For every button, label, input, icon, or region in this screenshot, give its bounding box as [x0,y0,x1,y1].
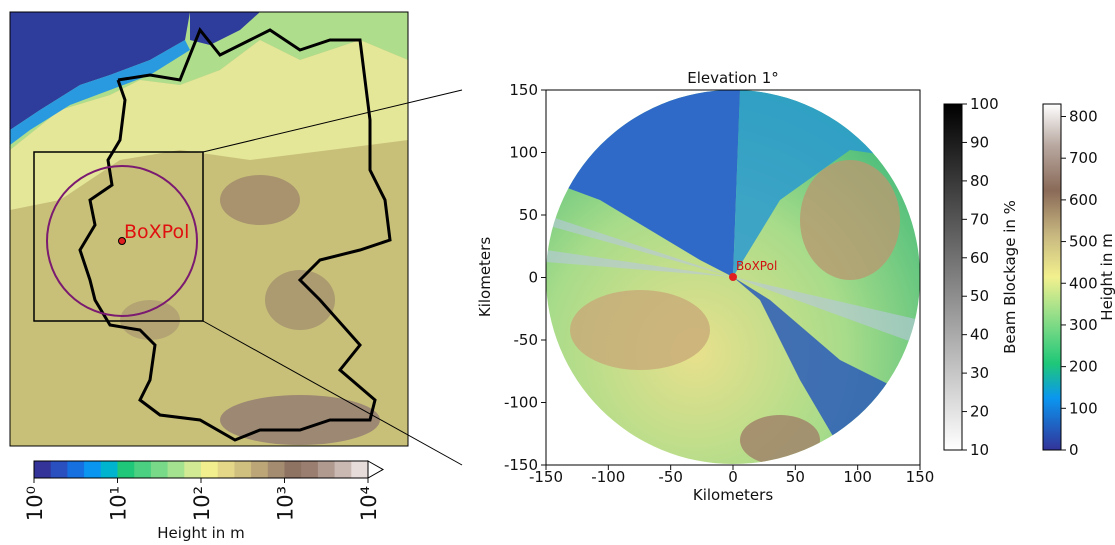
y-axis-label: Kilometers [476,237,494,317]
colorbar-segment [84,461,101,478]
x-tick-label: 50 [786,468,805,486]
x-tick-label: 100 [843,468,872,486]
site-marker [729,273,737,281]
figure: BoXPol 10⁰ 10¹ 10² 10³ 10⁴ Height in m BoXPo… [0,0,1115,541]
hills [120,300,180,340]
tick-label: 300 [1069,316,1098,334]
tick-label: 0 [1069,441,1079,459]
y-tick-label: -50 [514,331,539,349]
y-tick-label: 0 [528,269,538,287]
y-tick-label: -100 [504,394,538,412]
site-label: BoXPol [124,221,189,243]
colorbar-label: Height in m [157,524,244,541]
tick-label: 500 [1069,233,1098,251]
tick-label: 10⁴ [357,486,381,521]
height-colorbar [1043,104,1061,450]
colorbar-segment [218,461,235,478]
tick-label: 700 [1069,149,1098,167]
tick-label: 20 [970,403,989,421]
y-tick-label: 150 [509,81,538,99]
tick-label: 40 [970,326,989,344]
radar-plot: BoXPol Elevation 1° Kilometers Kilometer… [476,69,920,504]
colorbar-segment [234,461,251,478]
tick-label: 400 [1069,274,1098,292]
colorbar-segment [67,461,84,478]
x-tick-label: 0 [728,468,738,486]
colorbar-extend [368,461,383,478]
colorbar-segment [118,461,135,478]
colorbar-segment [184,461,201,478]
tick-label: 80 [970,172,989,190]
tick-label: 60 [970,249,989,267]
colorbar-segment [151,461,168,478]
colorbar-label: Beam Blockage in % [1001,200,1019,354]
colorbar-segment [134,461,151,478]
x-tick-label: -100 [591,468,625,486]
tick-label: 30 [970,364,989,382]
colorbar-ticks: 10 20 30 40 50 60 70 80 90 100 0 100 200 300 400 500 600… [962,95,1098,459]
x-tick-label: -50 [658,468,683,486]
hills [570,290,710,370]
tick-label: 800 [1069,108,1098,126]
tick-label: 10¹ [107,486,131,521]
hills [740,415,820,465]
blockage-colorbar [944,104,962,450]
y-tick-label: 50 [519,206,538,224]
terrain-map [10,12,408,446]
tick-label: 600 [1069,191,1098,209]
tick-label: 10³ [274,486,298,521]
colorbar-segment [351,461,368,478]
y-tick-label: -150 [504,456,538,474]
tick-label: 70 [970,210,989,228]
colorbar-segment [335,461,352,478]
x-axis-label: Kilometers [693,486,773,504]
site-label: BoXPol [736,259,777,273]
tick-label: 50 [970,287,989,305]
tick-label: 10⁰ [23,486,47,521]
hills [800,160,900,280]
colorbar-segment [101,461,118,478]
hills [220,175,300,225]
colorbar-segment [318,461,335,478]
colorbar-segment [301,461,318,478]
colorbar-segment [251,461,268,478]
colorbar-segment [34,461,51,478]
colorbar-segment [168,461,185,478]
tick-label: 10² [190,486,214,521]
tick-label: 100 [970,95,999,113]
tick-label: 90 [970,133,989,151]
tick-label: 100 [1069,399,1098,417]
y-tick-label: 100 [509,144,538,162]
colorbar-segment [268,461,285,478]
x-tick-label: 150 [906,468,935,486]
colorbar-segment [285,461,302,478]
colorbar-segment [201,461,218,478]
tick-label: 200 [1069,358,1098,376]
radar-title: Elevation 1° [687,69,779,87]
tick-label: 10 [970,441,989,459]
colorbar-label: Height in m [1098,233,1115,320]
colorbar-segment [51,461,68,478]
map-colorbar: 10⁰ 10¹ 10² 10³ 10⁴ [23,461,381,521]
